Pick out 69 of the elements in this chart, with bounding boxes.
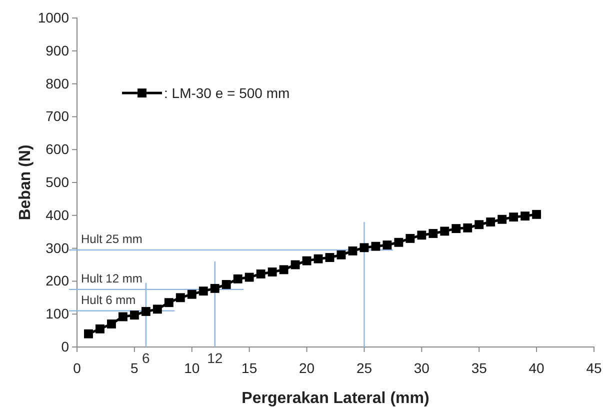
x-tick-label: 30 bbox=[414, 360, 430, 376]
point bbox=[532, 210, 542, 219]
y-tick-label: 600 bbox=[46, 141, 70, 158]
y-tick-label: 700 bbox=[46, 108, 70, 124]
point bbox=[141, 306, 150, 316]
y-tick-label: 200 bbox=[46, 272, 70, 289]
point bbox=[360, 243, 369, 252]
y-tick-label: 500 bbox=[46, 174, 70, 190]
ref-line-label: Hult 6 mm bbox=[81, 292, 136, 307]
x-tick-label: 15 bbox=[242, 360, 258, 376]
point bbox=[348, 246, 358, 256]
point bbox=[406, 234, 415, 243]
point bbox=[325, 253, 334, 262]
point bbox=[268, 268, 277, 276]
point bbox=[336, 250, 346, 260]
point bbox=[382, 240, 392, 250]
point bbox=[463, 223, 472, 232]
x-tick-label: 45 bbox=[586, 360, 602, 376]
point bbox=[509, 212, 518, 222]
x-tick-label: 5 bbox=[130, 360, 139, 376]
y-tick-label: 900 bbox=[46, 42, 70, 58]
y-tick-label: 100 bbox=[46, 306, 70, 322]
point bbox=[428, 229, 438, 238]
point bbox=[210, 284, 220, 293]
point bbox=[244, 272, 254, 282]
point bbox=[152, 304, 162, 314]
y-tick-label: 300 bbox=[46, 240, 70, 256]
point bbox=[314, 254, 323, 264]
point bbox=[176, 293, 185, 302]
point bbox=[187, 290, 196, 299]
ref-line-label: Hult 12 mm bbox=[81, 271, 142, 286]
x-tick-label: 25 bbox=[356, 360, 372, 376]
point bbox=[302, 256, 312, 266]
point bbox=[130, 310, 139, 320]
point bbox=[498, 214, 507, 224]
x-tick-label: 20 bbox=[298, 360, 315, 376]
y-tick-label: 400 bbox=[46, 206, 70, 223]
point bbox=[394, 238, 404, 247]
point bbox=[96, 324, 104, 334]
x-tick-label: 10 bbox=[184, 360, 200, 376]
x-tick-label: 40 bbox=[528, 360, 545, 376]
point bbox=[256, 269, 266, 278]
x-tick-label: 0 bbox=[73, 360, 82, 376]
point bbox=[371, 242, 380, 251]
point bbox=[233, 274, 242, 284]
point bbox=[290, 260, 300, 270]
point bbox=[164, 298, 174, 308]
point bbox=[198, 286, 208, 296]
x-axis-title: Pergerakan Lateral (mm) bbox=[242, 390, 430, 407]
point bbox=[520, 212, 530, 221]
y-tick-label: 800 bbox=[46, 75, 70, 92]
point bbox=[84, 329, 93, 338]
point bbox=[474, 220, 484, 230]
point bbox=[440, 226, 450, 236]
ref-line-label: 12 bbox=[207, 350, 223, 366]
ref-line-label: Hult 25 mm bbox=[81, 232, 142, 246]
y-tick-label: 1000 bbox=[38, 9, 70, 26]
point bbox=[452, 224, 461, 234]
point bbox=[417, 230, 426, 240]
point bbox=[106, 320, 116, 328]
point bbox=[279, 265, 288, 274]
point bbox=[486, 218, 496, 226]
legend-label: : LM-30 e = 500 mm bbox=[164, 85, 290, 101]
point bbox=[118, 312, 128, 322]
x-tick-label: 35 bbox=[471, 360, 488, 376]
y-axis-title: Beban (N) bbox=[17, 144, 34, 220]
ref-line-label: 6 bbox=[142, 350, 150, 366]
y-tick-label: 0 bbox=[61, 338, 70, 354]
point bbox=[222, 280, 231, 289]
